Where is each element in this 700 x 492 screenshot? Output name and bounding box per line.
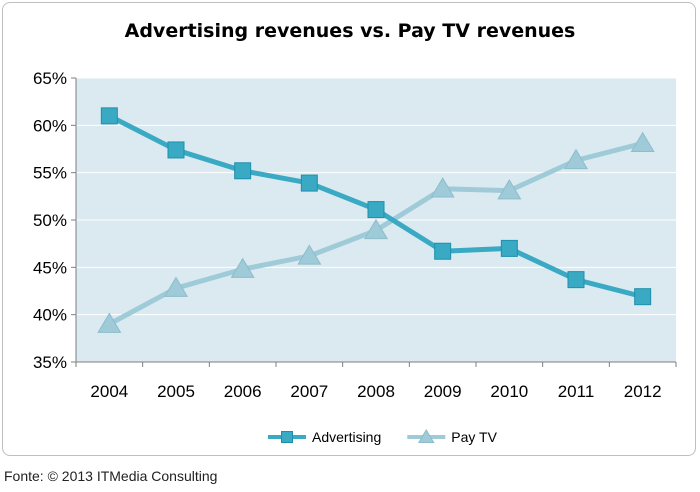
data-point-pay-tv xyxy=(497,179,522,200)
x-tick-label: 2008 xyxy=(357,382,395,401)
data-point-pay-tv xyxy=(630,131,655,153)
series-advertising xyxy=(100,107,652,306)
legend-swatch-marker xyxy=(281,431,293,443)
y-tick-label: 35% xyxy=(33,353,67,372)
source-note: Fonte: © 2013 ITMedia Consulting xyxy=(4,468,218,484)
legend-label: Pay TV xyxy=(451,429,497,445)
data-point-advertising xyxy=(100,107,118,125)
data-point-advertising xyxy=(300,174,318,192)
data-point-advertising xyxy=(234,162,252,180)
gridlines xyxy=(76,77,676,316)
x-tick-label: 2006 xyxy=(224,382,262,401)
data-point-advertising xyxy=(434,242,452,260)
x-axis-ticks: 2004 2005 2006 2007 2008 2009 2010 2011 2012 xyxy=(75,362,677,401)
x-tick-label: 2009 xyxy=(424,382,462,401)
y-tick-label: 65% xyxy=(33,69,67,88)
x-tick-label: 2007 xyxy=(290,382,328,401)
data-point-pay-tv xyxy=(163,276,189,297)
data-point-pay-tv xyxy=(363,218,389,240)
data-point-advertising xyxy=(367,201,385,219)
data-point-advertising xyxy=(500,239,518,257)
data-point-pay-tv xyxy=(297,244,322,265)
x-tick-label: 2004 xyxy=(90,382,128,401)
data-point-pay-tv xyxy=(230,257,255,278)
data-point-pay-tv xyxy=(97,312,122,333)
series-pay-tv xyxy=(97,131,655,333)
data-point-pay-tv xyxy=(430,177,455,198)
y-axis-ticks: 35% 40% 45% 50% 55% 60% 65% xyxy=(33,69,76,372)
x-tick-label: 2011 xyxy=(558,382,595,401)
y-tick-label: 45% xyxy=(33,258,67,277)
y-tick-label: 50% xyxy=(33,211,67,230)
series-lines xyxy=(97,107,655,333)
data-point-pay-tv xyxy=(563,148,589,170)
data-point-advertising xyxy=(167,141,185,159)
x-tick-label: 2010 xyxy=(490,382,528,401)
legend-item-advertising: Advertising xyxy=(268,429,381,445)
data-point-advertising xyxy=(634,288,652,306)
legend-swatch-marker xyxy=(417,428,435,443)
x-tick-label: 2012 xyxy=(624,382,662,401)
legend-label: Advertising xyxy=(312,429,381,445)
data-point-advertising xyxy=(567,271,585,289)
chart-title: Advertising revenues vs. Pay TV revenues xyxy=(124,20,576,42)
y-tick-label: 40% xyxy=(33,306,67,325)
y-tick-label: 55% xyxy=(33,164,67,183)
legend-item-pay-tv: Pay TV xyxy=(407,428,498,445)
y-tick-label: 60% xyxy=(33,116,67,135)
x-tick-label: 2005 xyxy=(157,382,195,401)
legend: Advertising Pay TV xyxy=(268,428,498,445)
